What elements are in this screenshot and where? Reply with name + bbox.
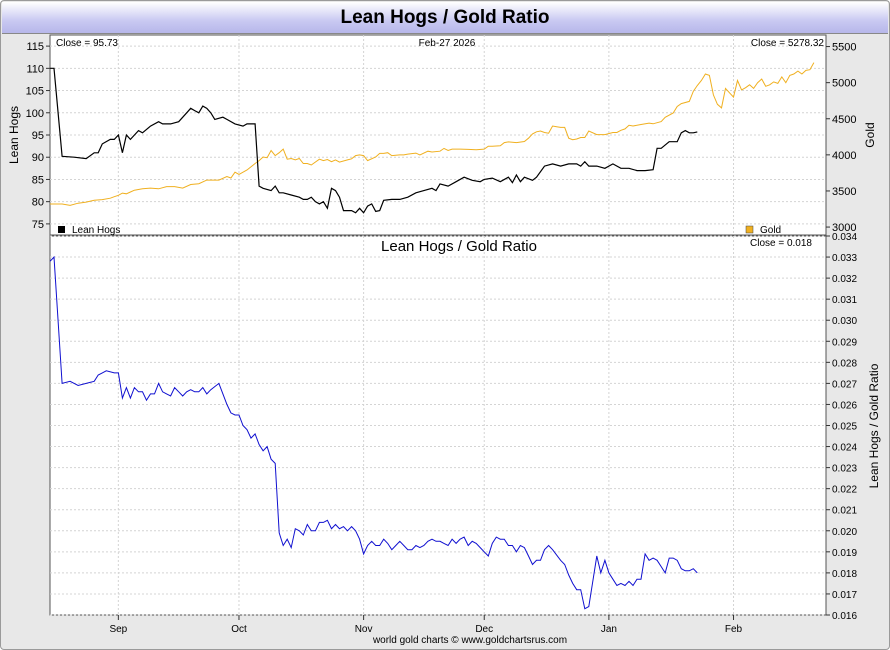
ylabel-gold: Gold (863, 122, 877, 147)
y-tick-label-right: 3000 (832, 222, 856, 234)
legend-swatch-hogs (58, 226, 65, 233)
y-tick-label-left: 95 (32, 130, 44, 142)
y-tick-label-ratio: 0.024 (832, 443, 857, 454)
y-tick-label-ratio: 0.027 (832, 379, 857, 390)
y-tick-label-left: 115 (26, 41, 44, 53)
y-tick-label-left: 90 (32, 152, 44, 164)
y-tick-label-left: 80 (32, 197, 44, 209)
y-tick-label-right: 3500 (832, 186, 856, 198)
y-tick-label-right: 5500 (832, 42, 856, 54)
y-tick-label-left: 105 (26, 86, 44, 98)
y-tick-label-right: 5000 (832, 78, 856, 90)
y-tick-label-ratio: 0.032 (832, 274, 857, 285)
y-tick-label-ratio: 0.020 (832, 527, 857, 538)
x-tick-label: Nov (355, 624, 373, 635)
y-tick-label-ratio: 0.033 (832, 253, 857, 264)
y-tick-label-left: 100 (26, 108, 44, 120)
ylabel-hogs: Lean Hogs (7, 106, 21, 164)
y-tick-label-left: 75 (32, 219, 44, 231)
ratio-series-line (49, 255, 698, 610)
y-tick-label-left: 85 (32, 174, 44, 186)
y-tick-label-ratio: 0.018 (832, 569, 857, 580)
page-title: Lean Hogs / Gold Ratio (340, 7, 550, 28)
gold-series-line (50, 62, 815, 206)
ylabel-ratio: Lean Hogs / Gold Ratio (867, 363, 881, 488)
top-grid (50, 35, 826, 235)
gold-close-label: Close = 5278.32 (751, 38, 825, 49)
x-tick-labels: Sep Oct Nov Dec Jan Feb (109, 615, 743, 635)
title-bar: Lean Hogs / Gold Ratio (2, 2, 888, 34)
y-tick-label-left: 110 (26, 63, 44, 75)
y-tick-label-ratio: 0.016 (832, 611, 857, 622)
y-tick-label-ratio: 0.030 (832, 316, 857, 327)
hogs-series-line (50, 67, 698, 214)
y-tick-label-right: 4000 (832, 150, 856, 162)
y-tick-label-ratio: 0.019 (832, 548, 857, 559)
legend-label-gold: Gold (760, 225, 781, 236)
y-tick-label-right: 4500 (832, 114, 856, 126)
legend-swatch-gold (745, 225, 754, 234)
x-tick-label: Jan (601, 624, 617, 635)
x-tick-label: Sep (109, 624, 127, 635)
ratio-panel-title: Lean Hogs / Gold Ratio (381, 238, 537, 255)
top-tick-labels: 75 80 85 90 95 100 105 110 115 3000 3500 4000 4500 50… (26, 41, 857, 234)
y-tick-label-ratio: 0.028 (832, 358, 857, 369)
y-tick-label-ratio: 0.022 (832, 485, 857, 496)
y-tick-label-ratio: 0.031 (832, 295, 857, 306)
y-tick-label-ratio: 0.034 (832, 232, 857, 243)
bottom-tick-labels: 0.016 0.017 0.018 0.019 0.020 0.021 0.022 0.023… (826, 232, 857, 622)
legend-label-hogs: Lean Hogs (72, 225, 120, 236)
y-tick-label-ratio: 0.021 (832, 506, 857, 517)
x-tick-label: Dec (475, 624, 493, 635)
footer-credit: world gold charts © www.goldchartsrus.co… (372, 635, 567, 646)
date-label: Feb-27 2026 (419, 38, 476, 49)
y-tick-label-ratio: 0.025 (832, 422, 857, 433)
x-tick-label: Feb (725, 624, 743, 635)
y-tick-label-ratio: 0.023 (832, 464, 857, 475)
bottom-grid (50, 235, 826, 616)
ratio-close-label: Close = 0.018 (750, 238, 812, 249)
y-tick-label-ratio: 0.026 (832, 400, 857, 411)
x-tick-label: Oct (231, 624, 247, 635)
hogs-close-label: Close = 95.73 (56, 38, 118, 49)
y-tick-label-ratio: 0.029 (832, 337, 857, 348)
y-tick-label-ratio: 0.017 (832, 590, 857, 601)
